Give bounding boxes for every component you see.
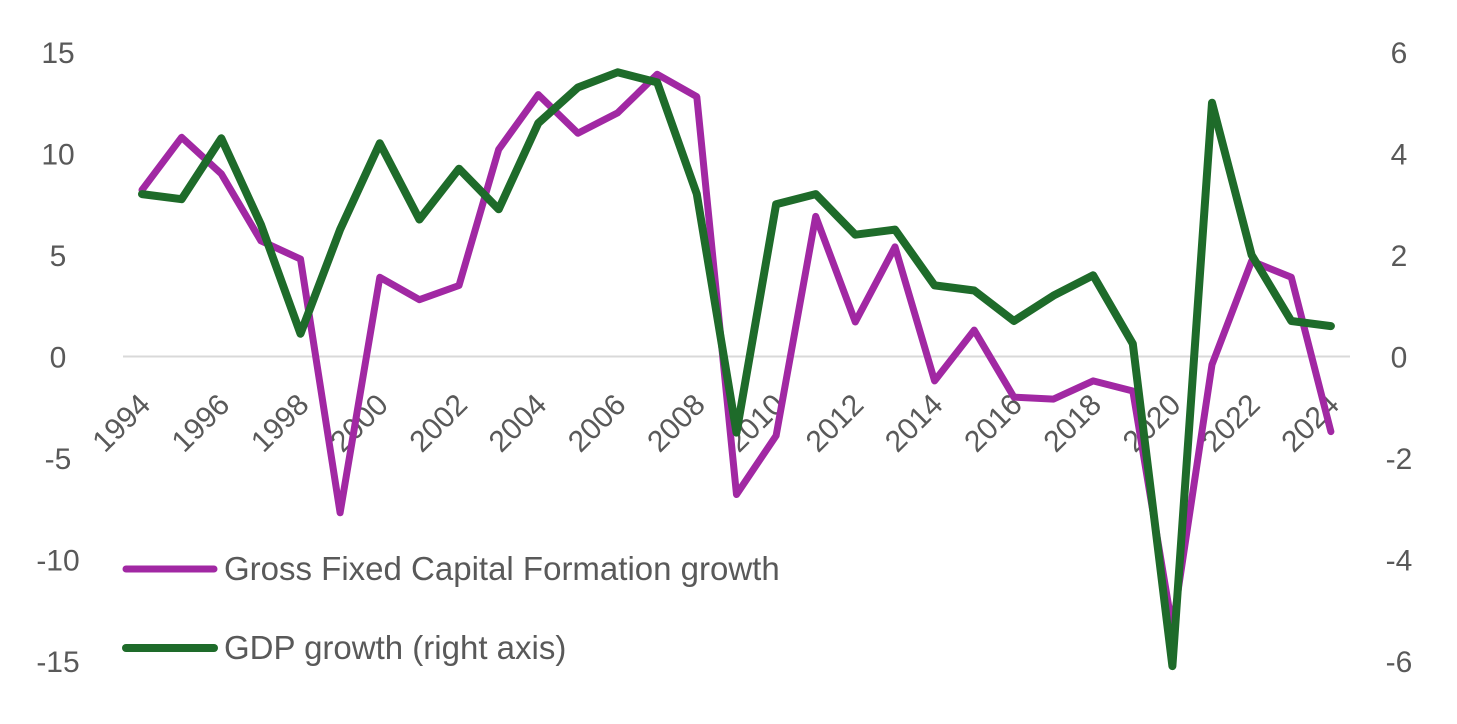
x-tick-label: 2012: [800, 388, 871, 459]
x-tick-label: 2020: [1117, 388, 1188, 459]
right-y-axis: 6 4 2 0 -2 -4 -6: [1386, 37, 1413, 679]
right-y-tick-label: 4: [1391, 139, 1408, 172]
left-y-tick-label: -10: [36, 545, 79, 578]
left-y-tick-label: -5: [45, 443, 72, 476]
right-y-tick-label: 6: [1391, 37, 1408, 70]
left-y-tick-label: 5: [50, 240, 67, 273]
x-tick-label: 2006: [562, 388, 633, 459]
right-y-tick-label: -6: [1386, 646, 1413, 679]
x-tick-label: 2004: [483, 388, 554, 459]
left-y-axis: 15 10 5 0 -5 -10 -15: [36, 37, 79, 679]
legend-label: Gross Fixed Capital Formation growth: [224, 550, 780, 587]
series-line-gdp-growth: [138, 68, 1335, 671]
series-line-gfcf-growth: [138, 70, 1335, 632]
left-y-tick-label: -15: [36, 646, 79, 679]
left-y-tick-label: 15: [41, 37, 74, 70]
x-axis: 1994 1996 1998 2000 2002 2004 2006 2008 2010 2012…: [86, 388, 1345, 459]
right-y-tick-label: 0: [1391, 342, 1408, 375]
x-tick-label: 2014: [879, 388, 950, 459]
right-y-tick-label: -4: [1386, 545, 1413, 578]
series-layer: [138, 68, 1335, 671]
x-tick-label: 2008: [641, 388, 712, 459]
left-y-tick-label: 0: [50, 342, 67, 375]
x-tick-label: 1996: [166, 388, 237, 459]
legend-label: GDP growth (right axis): [224, 629, 566, 666]
right-y-tick-label: -2: [1386, 443, 1413, 476]
x-tick-label: 2002: [403, 388, 474, 459]
right-y-tick-label: 2: [1391, 240, 1408, 273]
legend: Gross Fixed Capital Formation growth GDP …: [122, 550, 780, 666]
left-y-tick-label: 10: [41, 139, 74, 172]
x-tick-label: 2024: [1275, 388, 1346, 459]
x-tick-label: 1998: [245, 388, 316, 459]
x-tick-label: 1994: [86, 388, 157, 459]
